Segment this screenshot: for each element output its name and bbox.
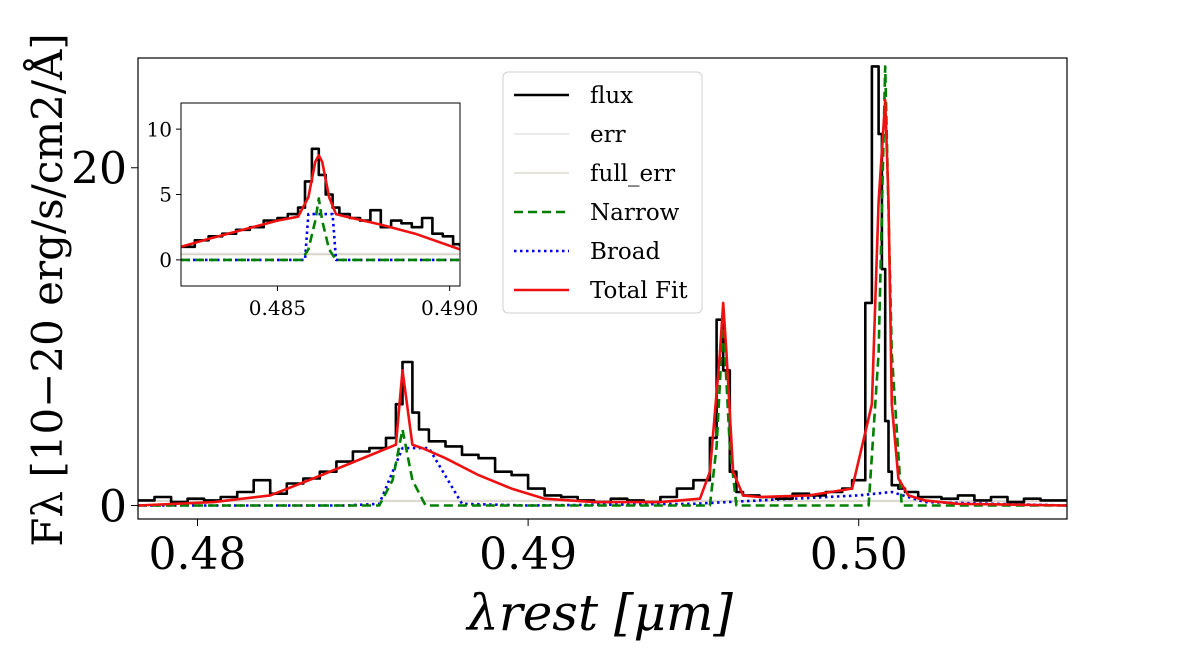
inset-x-tick-label: 0.490 — [421, 296, 478, 320]
main-series-total-fit — [138, 98, 1067, 507]
main-y-ticks: 0 20 — [71, 144, 138, 532]
inset-x-ticks: 0.485 0.490 — [249, 286, 478, 320]
inset-x-tick-label: 0.485 — [249, 296, 306, 320]
main-axes-frame — [137, 57, 1068, 520]
inset-series-narrow — [181, 197, 460, 262]
x-axis-label: λrest [μm] — [465, 584, 733, 642]
legend-entries: flux err full_err Narrow Broad Total Fit — [514, 83, 688, 304]
inset-y-ticks: 0 5 10 — [147, 117, 181, 272]
main-series-broad — [138, 446, 1067, 507]
inset-series-flux — [181, 147, 460, 249]
legend-label-err: err — [590, 122, 626, 148]
legend-label-flux: flux — [590, 83, 633, 109]
inset-y-tick-label: 5 — [159, 183, 172, 207]
inset-y-tick-label: 10 — [147, 117, 172, 141]
inset-series-group — [181, 147, 460, 262]
main-x-ticks: 0.48 0.49 0.50 — [149, 519, 908, 580]
legend-label-total-fit: Total Fit — [590, 278, 688, 304]
legend-label-broad: Broad — [590, 239, 660, 265]
inset-plot: 0.485 0.490 0 5 10 — [147, 102, 478, 320]
main-series-group — [138, 65, 1067, 507]
main-plot: 0.48 0.49 0.50 0 20 — [71, 57, 1068, 580]
main-y-tick-label: 0 — [99, 481, 127, 532]
main-y-tick-label: 20 — [71, 144, 127, 195]
inset-background — [181, 103, 460, 286]
inset-y-tick-label: 0 — [159, 248, 172, 272]
legend: flux err full_err Narrow Broad Total Fit — [502, 71, 703, 314]
legend-box — [502, 71, 703, 314]
main-x-tick-label: 0.50 — [810, 529, 908, 580]
main-x-tick-label: 0.49 — [479, 529, 577, 580]
main-x-tick-label: 0.48 — [149, 529, 247, 580]
inset-series-total-fit — [181, 154, 460, 251]
legend-label-narrow: Narrow — [590, 200, 680, 226]
y-axis-label: Fλ [10−20 erg/s/cm2/Å] — [22, 33, 72, 547]
legend-label-full-err: full_err — [590, 161, 675, 187]
